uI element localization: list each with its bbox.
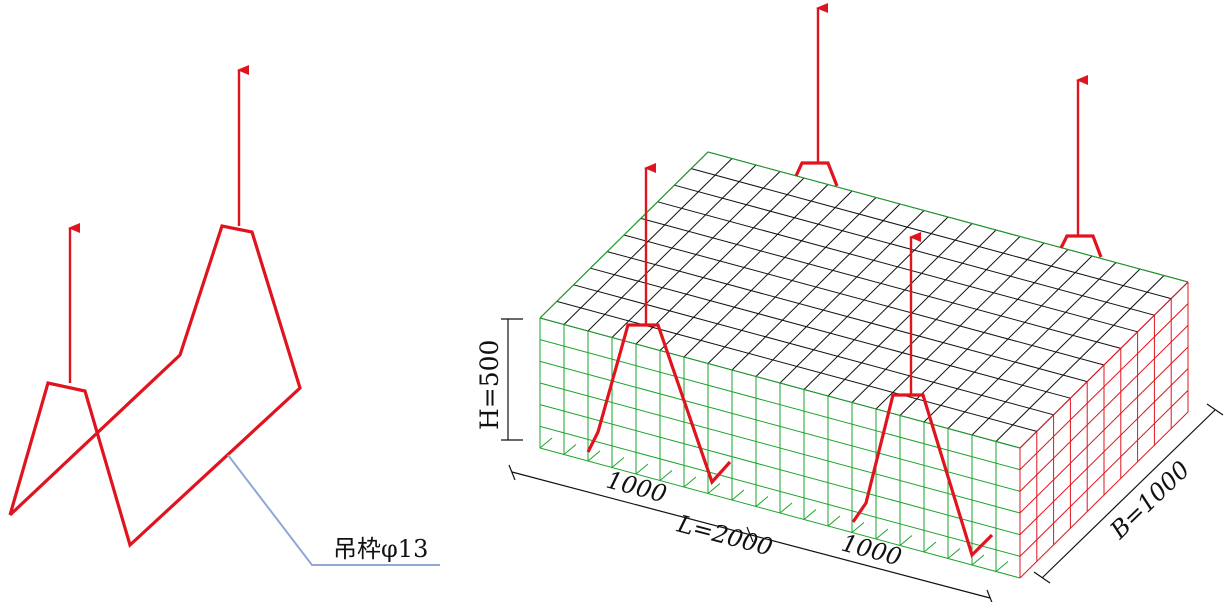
height-label: H=500 (475, 340, 504, 430)
front-bottom-tick (851, 522, 865, 533)
top-grid-line (657, 201, 1138, 333)
top-face-grid (539, 151, 1189, 449)
front-bottom-tick (947, 548, 961, 559)
front-bottom-tick (611, 457, 625, 468)
top-grid-line (691, 168, 1172, 300)
hook-callout-leader (227, 454, 440, 566)
hook-callout-label: 吊枠φ13 (333, 535, 428, 563)
top-grid-line (590, 267, 1071, 399)
front-bottom-tick (875, 528, 889, 540)
top-grid-line (640, 217, 1121, 349)
front-bottom-tick (779, 502, 793, 514)
top-left-edge (539, 151, 709, 319)
front-right-hook (851, 232, 994, 559)
side-face-grid (1019, 281, 1189, 579)
front-face-grid (539, 317, 1021, 579)
front-bottom-tick (803, 509, 817, 520)
back-right-hook (1059, 75, 1103, 258)
top-grid-line (573, 284, 1054, 416)
top-grid-line (607, 251, 1088, 383)
top-grid-line (674, 184, 1155, 316)
front-bottom-tick (587, 450, 601, 462)
top-grid-line (556, 300, 1037, 432)
front-bottom-tick (971, 554, 985, 566)
front-bottom-tick (683, 476, 697, 488)
seg-right-label: 1000 (838, 529, 904, 572)
lifting-frame-shape (8, 224, 302, 548)
top-grid-line (623, 234, 1105, 366)
gabion-box (539, 151, 1189, 579)
front-bottom-tick (755, 496, 769, 507)
dimension-height: H=500 (475, 318, 523, 441)
front-bottom-tick (539, 437, 553, 449)
front-bottom-tick (899, 535, 913, 546)
front-bottom-tick (827, 515, 841, 527)
top-back-edge (707, 151, 1189, 283)
front-left-hook (586, 163, 732, 486)
lifting-frame-detail: 吊枠φ13 (8, 65, 440, 566)
back-left-hook (794, 3, 839, 187)
front-bottom-tick (923, 541, 937, 553)
front-bottom-tick (635, 463, 649, 475)
front-bottom-tick (707, 483, 721, 494)
box-lifting-hooks (586, 3, 1103, 559)
front-bottom-tick (659, 470, 673, 481)
front-bottom-tick (995, 561, 1009, 572)
front-bottom-tick (731, 489, 745, 501)
length-label: L=2000 (674, 509, 776, 561)
breadth-label: B=1000 (1104, 456, 1195, 545)
front-bottom-tick (563, 444, 577, 455)
